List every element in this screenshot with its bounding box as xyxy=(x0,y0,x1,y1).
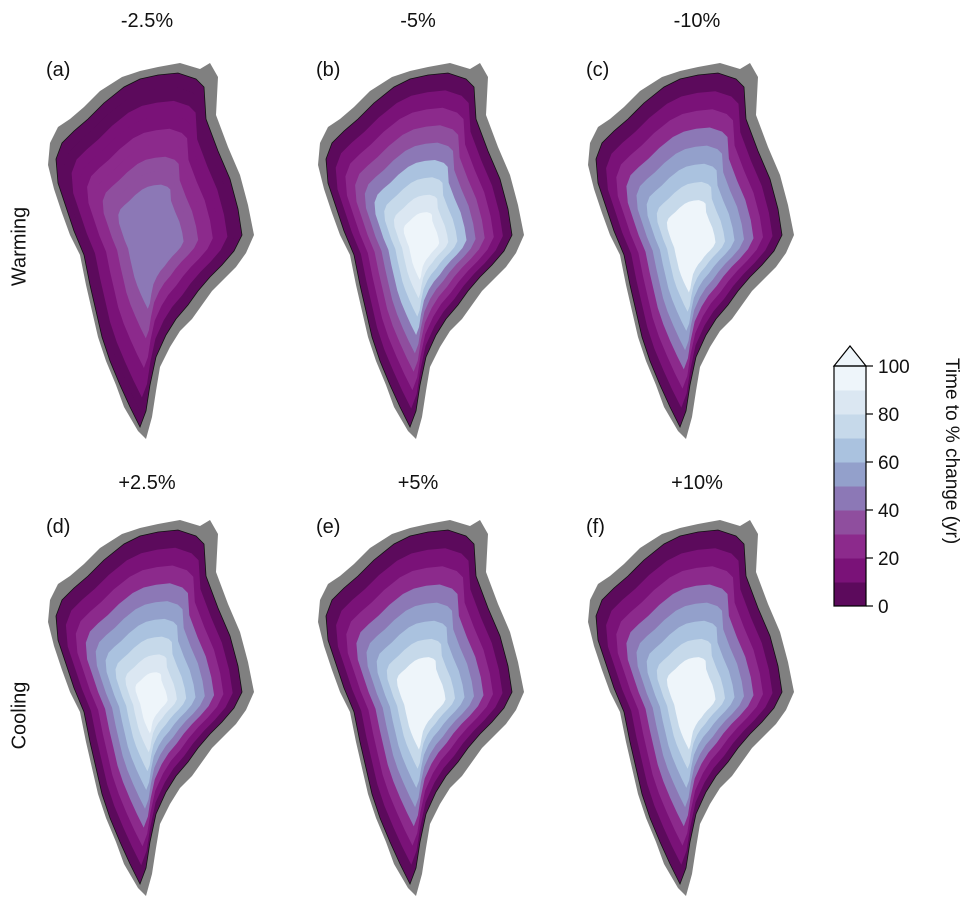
colorbar-tick-label: 60 xyxy=(878,453,899,474)
colorbar-label: Time to % change (yr) xyxy=(941,358,962,545)
greenland-map xyxy=(318,520,524,896)
colorbar-segment xyxy=(834,414,866,439)
colorbar-tick-label: 40 xyxy=(878,501,899,522)
panel-letter: (b) xyxy=(316,59,341,81)
greenland-map xyxy=(588,520,794,896)
column-title-3: -10% xyxy=(673,10,721,32)
colorbar: 0 20 40 60 80 100 xyxy=(832,344,962,624)
colorbar-segment xyxy=(834,462,866,487)
panel-letter: (c) xyxy=(586,59,610,81)
contour-band xyxy=(410,224,433,267)
colorbar-tick-label: 100 xyxy=(878,357,910,378)
map-panel-c: (c) xyxy=(580,55,830,455)
greenland-map xyxy=(318,63,524,439)
contour-band xyxy=(140,681,163,724)
panel-letter: (a) xyxy=(46,59,71,81)
panel-letter: (e) xyxy=(316,516,341,538)
colorbar-segment xyxy=(834,534,866,559)
colorbar-tick-label: 80 xyxy=(878,405,899,426)
colorbar-segment xyxy=(834,390,866,415)
column-title-4: +2.5% xyxy=(118,472,176,494)
map-panel-b: (b) xyxy=(310,55,560,455)
contour-band xyxy=(680,681,703,724)
ice-margin-line xyxy=(55,72,243,428)
colorbar-scale: 0 20 40 60 80 100 xyxy=(832,345,910,618)
greenland-map xyxy=(48,63,254,439)
map-panel-f: (f) xyxy=(580,512,830,912)
ice-margin-line xyxy=(325,72,513,428)
colorbar-frame xyxy=(833,365,867,607)
greenland-map xyxy=(588,63,794,439)
column-title-1: -2.5% xyxy=(120,10,174,32)
colorbar-segment xyxy=(834,510,866,535)
colorbar-extend-arrow xyxy=(832,345,868,367)
colorbar-segment xyxy=(834,366,866,391)
panel-letter: (d) xyxy=(46,516,71,538)
column-title-5: +5% xyxy=(397,472,439,494)
contour-band xyxy=(680,224,703,267)
colorbar-tick-label: 20 xyxy=(878,549,899,570)
row-label-warming: Warming xyxy=(8,206,31,287)
colorbar-segment xyxy=(834,486,866,511)
map-panel-d: (d) xyxy=(40,512,290,912)
colorbar-segment xyxy=(834,438,866,463)
ice-margin-line xyxy=(595,529,783,885)
map-panel-e: (e) xyxy=(310,512,560,912)
contour-band xyxy=(126,198,177,295)
column-title-2: -5% xyxy=(400,10,436,32)
colorbar-segment xyxy=(834,582,866,607)
panel-letter: (f) xyxy=(586,516,605,538)
ice-margin-line xyxy=(325,529,513,885)
map-panel-a: (a) xyxy=(40,55,290,455)
ice-margin-line xyxy=(55,529,243,885)
contour-band xyxy=(410,681,433,724)
colorbar-tick-label: 0 xyxy=(878,597,889,618)
row-label-cooling: Cooling xyxy=(8,681,31,750)
column-title-6: +10% xyxy=(671,472,723,494)
greenland-map xyxy=(48,520,254,896)
colorbar-segment xyxy=(834,558,866,583)
ice-margin-line xyxy=(595,72,783,428)
